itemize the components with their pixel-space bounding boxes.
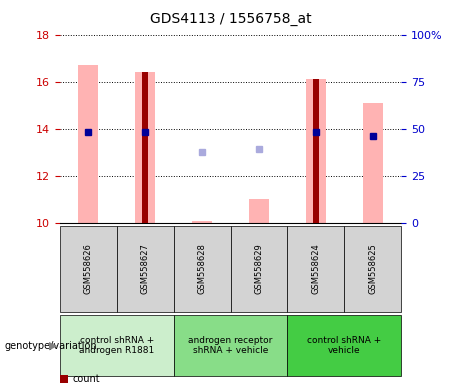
Bar bbox=[60, 226, 117, 312]
Bar bbox=[192, 221, 212, 223]
Bar bbox=[249, 199, 269, 223]
Bar bbox=[117, 226, 174, 312]
Bar bbox=[287, 226, 344, 312]
Text: GSM558626: GSM558626 bbox=[84, 243, 93, 294]
Text: GSM558624: GSM558624 bbox=[311, 243, 320, 294]
Text: androgen receptor
shRNA + vehicle: androgen receptor shRNA + vehicle bbox=[188, 336, 273, 355]
Bar bbox=[60, 315, 174, 376]
Bar bbox=[363, 103, 383, 223]
Bar bbox=[306, 79, 326, 223]
Text: control shRNA +
vehicle: control shRNA + vehicle bbox=[307, 336, 381, 355]
Text: GSM558625: GSM558625 bbox=[368, 243, 377, 294]
Text: control shRNA +
androgen R1881: control shRNA + androgen R1881 bbox=[79, 336, 154, 355]
Text: count: count bbox=[73, 374, 100, 384]
Text: ▶: ▶ bbox=[49, 341, 58, 351]
Text: GSM558627: GSM558627 bbox=[141, 243, 150, 294]
Bar bbox=[142, 72, 148, 223]
Bar bbox=[344, 226, 401, 312]
Text: genotype/variation: genotype/variation bbox=[5, 341, 97, 351]
Bar bbox=[174, 226, 230, 312]
Bar bbox=[78, 65, 98, 223]
Text: GDS4113 / 1556758_at: GDS4113 / 1556758_at bbox=[150, 12, 311, 25]
Bar bbox=[287, 315, 401, 376]
Bar bbox=[174, 315, 287, 376]
Bar bbox=[230, 226, 287, 312]
Text: GSM558629: GSM558629 bbox=[254, 243, 263, 294]
Text: GSM558628: GSM558628 bbox=[198, 243, 207, 294]
Bar bbox=[135, 72, 155, 223]
Bar bbox=[313, 79, 319, 223]
